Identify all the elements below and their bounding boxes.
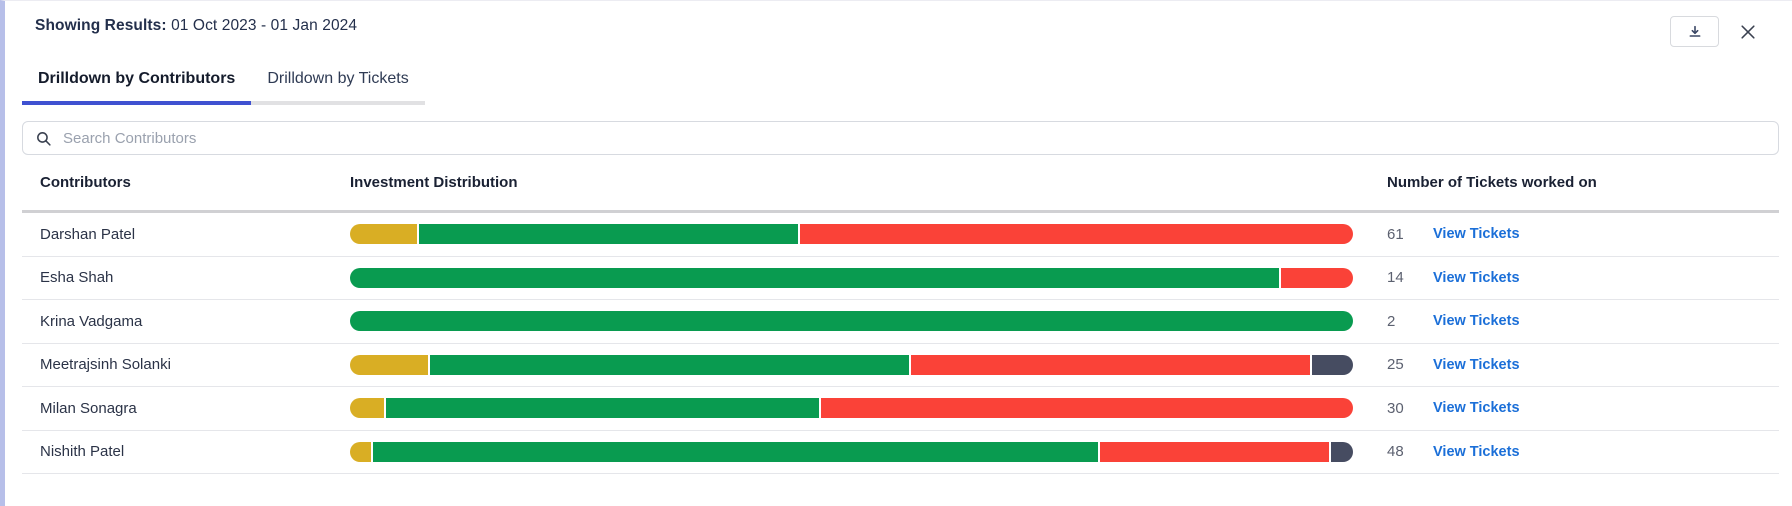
results-header: Showing Results: 01 Oct 2023 - 01 Jan 20… [5, 1, 1792, 51]
contributor-name: Esha Shah [40, 269, 114, 287]
tickets-cell: 48 View Tickets [1353, 443, 1779, 460]
tickets-cell: 61 View Tickets [1353, 226, 1779, 243]
bar-segment-green [385, 398, 819, 419]
investment-distribution-cell [350, 267, 1353, 288]
contributor-name: Krina Vadgama [40, 312, 143, 330]
tickets-count: 48 [1387, 443, 1404, 461]
contributors-table: Contributors Investment Distribution Num… [22, 155, 1779, 474]
download-icon [1687, 24, 1703, 40]
bar-segment-yellow [350, 354, 428, 375]
tickets-count: 2 [1387, 312, 1396, 330]
investment-distribution-cell [350, 311, 1353, 332]
table-row: Meetrajsinh Solanki 25 View Tickets [22, 344, 1779, 387]
bar-segment-red [1099, 441, 1330, 462]
tickets-count: 30 [1387, 399, 1404, 417]
table-row: Milan Sonagra 30 View Tickets [22, 387, 1779, 431]
investment-distribution-cell [350, 354, 1353, 375]
view-tickets-link[interactable]: View Tickets [1433, 400, 1520, 417]
view-tickets-link[interactable]: View Tickets [1433, 226, 1520, 243]
view-tickets-link[interactable]: View Tickets [1433, 356, 1520, 373]
view-tickets-link[interactable]: View Tickets [1433, 313, 1520, 330]
tickets-count: 14 [1387, 269, 1404, 287]
header-actions [1670, 16, 1760, 47]
bar-segment-red [799, 224, 1353, 245]
bar-segment-yellow [350, 224, 417, 245]
tickets-cell: 25 View Tickets [1353, 356, 1779, 373]
table-header-row: Contributors Investment Distribution Num… [22, 155, 1779, 213]
bar-segment-green [372, 441, 1098, 462]
bar-segment-green [418, 224, 798, 245]
tickets-count: 25 [1387, 356, 1404, 374]
bar-segment-dark [1312, 354, 1353, 375]
bar-segment-green [350, 311, 1353, 332]
bar-segment-green [350, 267, 1279, 288]
investment-distribution-cell [350, 441, 1353, 462]
tab-drilldown-by-contributors[interactable]: Drilldown by Contributors [22, 64, 252, 105]
contributor-name: Nishith Patel [40, 443, 125, 461]
bar-segment-yellow [350, 441, 371, 462]
tickets-cell: 2 View Tickets [1353, 313, 1779, 330]
bar-segment-dark [1331, 441, 1353, 462]
investment-bar [350, 267, 1353, 288]
close-icon [1738, 22, 1758, 42]
bar-segment-yellow [350, 398, 384, 419]
table-row: Darshan Patel 61 View Tickets [22, 213, 1779, 257]
date-range: 01 Oct 2023 - 01 Jan 2024 [171, 17, 358, 34]
search-box[interactable] [22, 121, 1779, 155]
tickets-cell: 14 View Tickets [1353, 269, 1779, 286]
bar-segment-red [820, 398, 1353, 419]
bar-segment-red [911, 354, 1311, 375]
investment-distribution-cell [350, 224, 1353, 245]
investment-bar [350, 398, 1353, 419]
view-tickets-link[interactable]: View Tickets [1433, 269, 1520, 286]
showing-results-label: Showing Results: [35, 17, 167, 34]
investment-distribution-cell [350, 398, 1353, 419]
search-section [22, 121, 1779, 155]
table-row: Nishith Patel 48 View Tickets [22, 431, 1779, 474]
investment-bar [350, 224, 1353, 245]
table-body: Darshan Patel 61 View Tickets Esha Shah … [22, 213, 1779, 474]
showing-results-text: Showing Results: 01 Oct 2023 - 01 Jan 20… [35, 17, 1758, 35]
drilldown-tabs: Drilldown by Contributors Drilldown by T… [5, 64, 1792, 105]
contributor-name: Milan Sonagra [40, 399, 137, 417]
investment-bar [350, 311, 1353, 332]
table-row: Krina Vadgama 2 View Tickets [22, 300, 1779, 344]
tab-drilldown-by-tickets[interactable]: Drilldown by Tickets [251, 64, 425, 105]
investment-bar [350, 354, 1353, 375]
tickets-cell: 30 View Tickets [1353, 400, 1779, 417]
search-icon [35, 130, 52, 147]
investment-bar [350, 441, 1353, 462]
bar-segment-red [1280, 267, 1353, 288]
search-contributors-input[interactable] [63, 129, 1766, 147]
download-button[interactable] [1670, 16, 1719, 47]
close-button[interactable] [1736, 20, 1760, 44]
column-header-tickets-worked-on: Number of Tickets worked on [1387, 174, 1597, 191]
contributor-name: Darshan Patel [40, 225, 136, 243]
bar-segment-green [429, 354, 910, 375]
view-tickets-link[interactable]: View Tickets [1433, 443, 1520, 460]
contributor-name: Meetrajsinh Solanki [40, 356, 171, 374]
table-row: Esha Shah 14 View Tickets [22, 257, 1779, 300]
tickets-count: 61 [1387, 225, 1404, 243]
column-header-contributors: Contributors [40, 174, 131, 191]
column-header-investment-distribution: Investment Distribution [350, 174, 518, 191]
